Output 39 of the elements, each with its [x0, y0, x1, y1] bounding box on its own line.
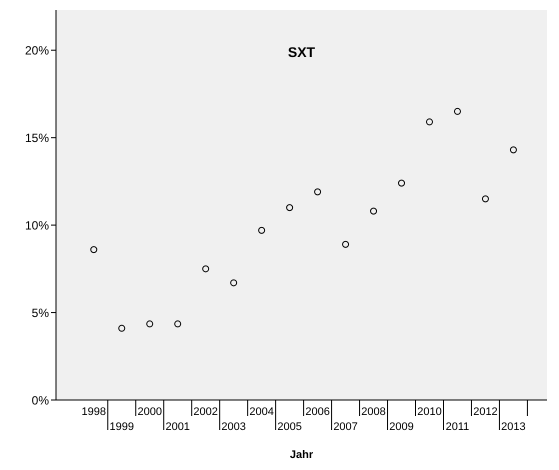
x-tick-label: 2007 [333, 421, 358, 433]
point [230, 279, 238, 286]
point [482, 195, 489, 202]
y-tick-label: 0% [32, 393, 50, 408]
x-tick-label: 1999 [110, 421, 134, 433]
y-tick-label: 15% [24, 130, 50, 145]
point [286, 204, 294, 212]
point [454, 108, 461, 115]
x-tick-label: 2005 [277, 421, 302, 433]
x-tick-label: 2010 [417, 406, 442, 418]
point [314, 188, 322, 196]
point [202, 265, 210, 272]
x-tick-label: 2009 [389, 421, 414, 433]
y-tick-label: 5% [32, 306, 50, 320]
x-axis-title: Jahr [290, 449, 314, 461]
y-tick-label: 20% [24, 43, 50, 58]
x-tick-label: 2013 [501, 421, 526, 433]
x-tick-label: 2001 [165, 421, 190, 433]
y-tick-label: 10% [24, 218, 50, 232]
point [342, 240, 350, 248]
x-tick-label: 2004 [249, 406, 274, 418]
point [146, 320, 154, 328]
point [118, 324, 126, 332]
x-tick-label: 1998 [82, 406, 106, 418]
point [398, 180, 406, 187]
x-tick-label: 2008 [361, 406, 386, 418]
x-tick-label: 2002 [193, 406, 218, 418]
point [258, 226, 266, 234]
x-tick-label: 2003 [221, 421, 246, 433]
x-tick-label: 2006 [305, 406, 330, 418]
x-tick-label: 2012 [473, 406, 498, 418]
point [370, 208, 378, 215]
point [510, 146, 517, 154]
x-tick-label: 2011 [446, 421, 470, 433]
point [174, 320, 182, 328]
x-tick-label: 2000 [137, 406, 162, 418]
text: SXT [286, 44, 316, 60]
point [90, 246, 98, 254]
point [426, 118, 433, 126]
